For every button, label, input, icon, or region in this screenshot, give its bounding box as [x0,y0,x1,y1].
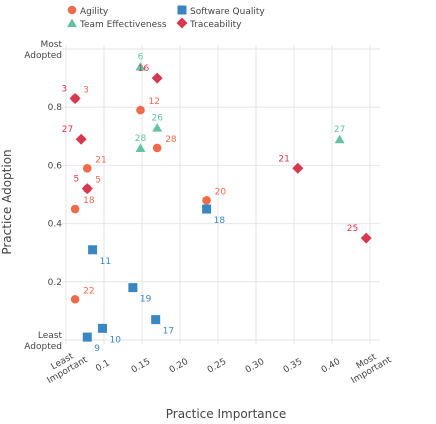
point-label: 3 [61,84,67,94]
legend-diamond-icon [176,17,188,29]
y-tick-label: 0.2 [48,278,62,288]
square-point [128,283,138,293]
point-label: 18 [83,196,95,206]
legend-label: Agility [80,7,109,17]
x-tick-label: 0.1 [94,358,111,374]
y-tick-label: 0.4 [48,220,63,230]
point-label: 12 [148,97,159,107]
triangle-point [334,134,345,144]
point-label: 26 [151,114,163,124]
x-tick-label: 0.40 [320,357,343,376]
triangle-point [135,61,146,71]
grid [62,45,380,344]
diamond-point [81,183,93,195]
diamond-point [69,92,81,104]
point-label: 28 [165,135,177,145]
point-label: 21 [95,155,106,165]
legend-label: Team Effectiveness [79,20,167,30]
point-label: 5 [74,175,80,185]
point-label: 22 [83,286,94,296]
y-tick-label: 0.6 [48,161,63,171]
circle-point [136,105,145,115]
point-label: 16 [138,64,150,74]
square-point [202,204,212,214]
point-label: 20 [215,187,227,197]
point-label: 6 [138,52,144,62]
legend-circle-icon [67,5,77,15]
x-tick-label: 0.15 [130,357,152,376]
point-label: 27 [334,125,345,135]
circle-point [82,164,92,173]
triangle-point [135,143,146,152]
diamond-point [151,72,163,84]
x-tick-label: 0.20 [168,357,191,376]
legend-label: Software Quality [190,7,265,17]
y-axis-title: Practice Adoption [0,149,14,254]
triangle-point [152,123,163,132]
point-label: 9 [94,344,100,354]
point-label: 11 [100,257,111,267]
x-tick-label: 0.35 [282,357,304,376]
circle-point [202,196,211,205]
diamond-point [360,232,372,244]
point-label: 27 [62,125,73,135]
circle-point [152,143,162,153]
point-label: 21 [278,154,289,164]
point-label: 3 [83,85,89,95]
data-points: 3215182212282091110191718626282732751621… [61,52,372,354]
circle-point [70,204,80,214]
square-point [88,245,98,255]
circle-point [70,294,80,304]
legend-triangle-icon [67,18,77,27]
x-tick-label: LeastImportant [41,346,90,386]
legend-square-icon [177,5,187,15]
legend-label: Traceability [189,20,242,30]
x-tick-label: 0.30 [244,357,267,376]
square-point [151,315,161,325]
y-tick-label: 0.8 [48,103,63,113]
legend: Agility Software Quality Team Effectivenes… [67,5,265,30]
point-label: 10 [109,335,121,345]
diamond-point [75,133,87,145]
x-axis-title: Practice Importance [166,407,287,421]
point-label: 28 [135,134,147,144]
x-tick-label: MostImportant [345,346,394,386]
y-tick-label: Least Adopted [24,331,62,352]
square-point [82,332,92,342]
point-label: 19 [140,295,152,305]
x-tick-label: 0.25 [206,357,228,376]
point-label: 18 [214,216,226,226]
y-tick-label: Most Adopted [24,40,62,61]
point-label: 5 [95,176,101,186]
point-label: 17 [163,327,174,337]
diamond-point [292,162,304,174]
square-point [97,323,107,333]
point-label: 25 [347,224,358,234]
